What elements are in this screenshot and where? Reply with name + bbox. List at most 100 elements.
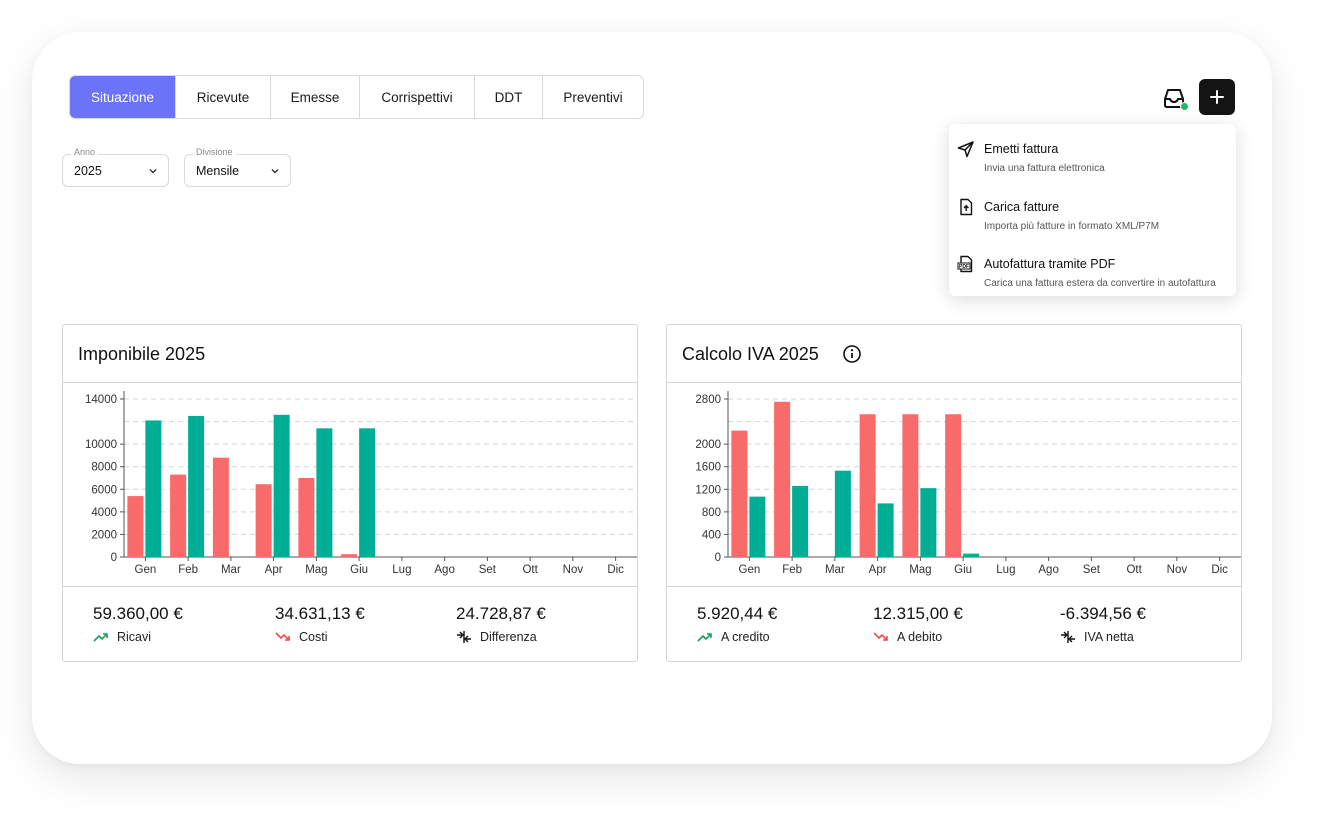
menu-item-subtitle: Carica una fattura estera da convertire … <box>984 278 1216 289</box>
menu-item-title: Autofattura tramite PDF <box>984 257 1116 271</box>
x-tick-label: Mag <box>909 564 931 576</box>
menu-item-emetti-fattura[interactable]: Emetti fattura Invia una fattura elettro… <box>949 130 1236 186</box>
x-tick-label: Gen <box>135 564 157 576</box>
tab-corrispettivi[interactable]: Corrispettivi <box>360 76 475 118</box>
stat-label: A debito <box>873 630 963 644</box>
y-tick-label: 0 <box>111 552 117 564</box>
bar-red-gen <box>731 430 748 557</box>
x-tick-label: Dic <box>607 564 624 576</box>
bar-teal-mar <box>834 470 851 557</box>
y-tick-label: 800 <box>702 507 721 519</box>
compare-arrows-icon <box>457 631 471 643</box>
y-tick-label: 10000 <box>85 439 117 451</box>
trending-down-icon <box>873 632 888 641</box>
file-upload-icon <box>960 198 973 216</box>
bar-red-giu <box>341 554 358 557</box>
plus-icon <box>1210 90 1224 104</box>
x-tick-label: Ott <box>522 564 538 576</box>
x-tick-label: Dic <box>1211 564 1228 576</box>
y-tick-label: 14000 <box>85 394 117 406</box>
x-tick-label: Set <box>1083 564 1101 576</box>
menu-item-carica-fatture[interactable]: Carica fatture Importa più fatture in fo… <box>949 188 1236 244</box>
bar-teal-gen <box>749 496 766 557</box>
year-select-value: 2025 <box>74 164 102 178</box>
info-icon[interactable] <box>842 344 862 364</box>
stat-iva-netta: -6.394,56 € IVA netta <box>1060 604 1146 644</box>
y-tick-label: 400 <box>702 529 721 541</box>
division-select[interactable]: Mensile <box>184 154 291 187</box>
compare-arrows-icon <box>1061 631 1075 643</box>
x-tick-label: Ago <box>434 564 454 576</box>
x-tick-label: Giu <box>350 564 368 576</box>
tab-ricevute[interactable]: Ricevute <box>176 76 271 118</box>
chevron-down-icon <box>149 169 157 174</box>
x-tick-label: Lug <box>996 564 1015 576</box>
tab-bar: Situazione Ricevute Emesse Corrispettivi… <box>69 75 644 119</box>
year-select-label: Anno <box>71 147 99 157</box>
trending-up-icon <box>93 633 108 642</box>
add-menu: Emetti fattura Invia una fattura elettro… <box>949 124 1236 296</box>
stat-differenza: 24.728,87 € Differenza <box>456 604 546 644</box>
x-tick-label: Lug <box>392 564 411 576</box>
panel-title: Calcolo IVA 2025 <box>682 344 819 364</box>
division-select-label: Divisione <box>193 147 236 157</box>
add-button[interactable] <box>1199 79 1235 115</box>
x-tick-label: Mar <box>221 564 241 576</box>
stat-label-text: A debito <box>897 630 943 644</box>
y-tick-label: 2000 <box>695 439 721 451</box>
stat-label-text: Ricavi <box>117 630 152 644</box>
bar-red-apr <box>255 484 272 557</box>
stat-label: IVA netta <box>1060 630 1146 644</box>
bar-red-giu <box>945 414 962 557</box>
bar-red-mag <box>902 414 919 557</box>
panel-header: Calcolo IVA 2025 <box>667 325 1241 383</box>
send-icon <box>957 141 974 158</box>
y-tick-label: 8000 <box>91 462 117 474</box>
stat-a-debito: 12.315,00 € A debito <box>873 604 963 644</box>
bar-red-feb <box>774 401 791 557</box>
y-tick-label: 2800 <box>695 394 721 406</box>
bar-teal-feb <box>792 485 809 557</box>
x-tick-label: Feb <box>178 564 198 576</box>
tab-ddt[interactable]: DDT <box>475 76 543 118</box>
x-tick-label: Gen <box>739 564 761 576</box>
svg-text:PDF: PDF <box>959 264 969 270</box>
x-tick-label: Giu <box>954 564 972 576</box>
panel-footer: 5.920,44 € A credito 12.315,00 € A debit… <box>667 586 1241 662</box>
stat-label: Differenza <box>456 630 546 644</box>
trending-down-icon <box>275 632 290 641</box>
trending-up-icon <box>697 633 712 642</box>
bar-teal-giu <box>963 553 980 557</box>
bar-teal-giu <box>359 428 376 557</box>
tab-preventivi[interactable]: Preventivi <box>563 89 623 105</box>
x-tick-label: Ago <box>1038 564 1058 576</box>
y-tick-label: 2000 <box>91 529 117 541</box>
x-tick-label: Apr <box>869 564 887 576</box>
x-tick-label: Feb <box>782 564 802 576</box>
stat-label: A credito <box>697 630 777 644</box>
tab-emesse[interactable]: Emesse <box>271 76 360 118</box>
tab-situazione[interactable]: Situazione <box>70 76 176 118</box>
bar-red-apr <box>859 414 876 557</box>
stat-label-text: IVA netta <box>1084 630 1134 644</box>
stat-value: 12.315,00 € <box>873 604 963 623</box>
bar-teal-mag <box>920 488 937 557</box>
stat-value: 59.360,00 € <box>93 604 183 623</box>
stat-a-credito: 5.920,44 € A credito <box>697 604 777 644</box>
menu-item-autofattura-pdf[interactable]: PDF Autofattura tramite PDF Carica una f… <box>949 245 1236 301</box>
menu-item-title: Emetti fattura <box>984 142 1059 156</box>
x-tick-label: Nov <box>563 564 584 576</box>
x-tick-label: Mar <box>825 564 845 576</box>
panel-title: Imponibile 2025 <box>78 344 206 364</box>
pdf-file-icon: PDF <box>957 255 973 273</box>
x-tick-label: Ott <box>1126 564 1142 576</box>
x-tick-label: Apr <box>265 564 283 576</box>
division-select-value: Mensile <box>196 164 240 178</box>
bar-red-gen <box>127 496 144 557</box>
notification-dot <box>1180 102 1189 111</box>
chevron-down-icon <box>271 169 279 174</box>
year-select[interactable]: 2025 <box>62 154 169 187</box>
bar-red-mag <box>298 478 315 557</box>
bar-red-mar <box>212 457 229 557</box>
stat-label-text: Costi <box>299 630 328 644</box>
